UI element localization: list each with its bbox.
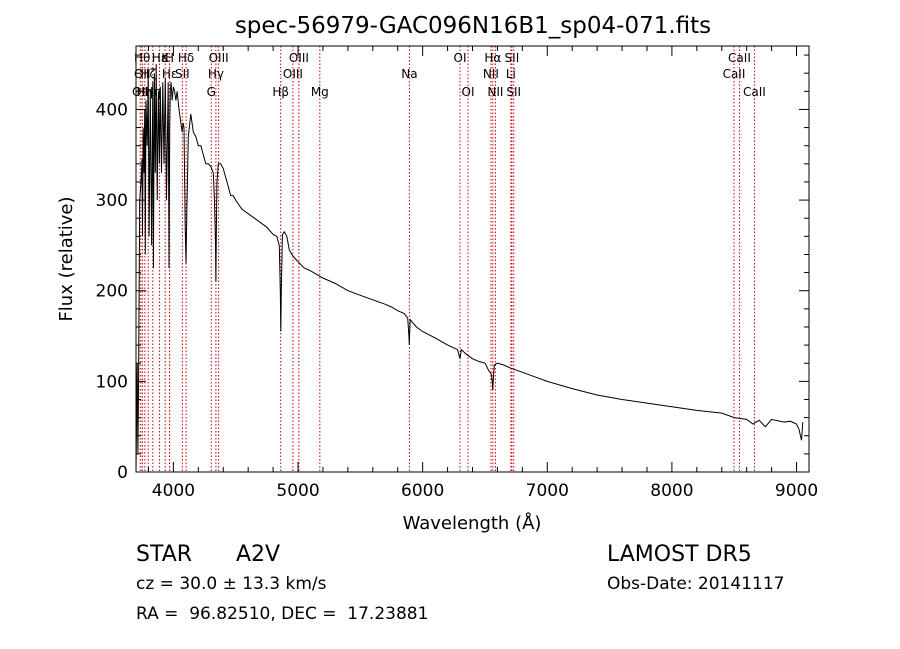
line-marker-label: Na — [401, 67, 417, 81]
line-marker-label: CaII — [728, 51, 751, 65]
line-marker-label: CaII — [723, 67, 746, 81]
line-marker-label: Hε — [162, 67, 178, 81]
line-marker-label: G — [207, 85, 216, 99]
line-marker-label: H — [165, 51, 174, 65]
observation-date: Obs-Date: 20141117 — [607, 574, 785, 594]
line-marker-label: OI — [454, 51, 467, 65]
y-tick-label: 400 — [96, 100, 128, 120]
line-marker-label: Hθ — [134, 51, 150, 65]
x-tick-label: 6000 — [401, 481, 444, 501]
x-tick-label: 5000 — [276, 481, 319, 501]
line-marker-label: Hδ — [178, 51, 194, 65]
object-subclass: A2V — [236, 542, 281, 567]
line-marker-label: SII — [175, 67, 190, 81]
line-marker-label: Hη — [137, 85, 154, 99]
line-marker-label: Hα — [484, 51, 501, 65]
x-axis: 4000 5000 6000 7000 8000 9000 — [147, 46, 818, 501]
survey-name: LAMOST DR5 — [607, 542, 752, 567]
y-tick-label: 200 — [96, 282, 128, 302]
x-tick-label: 7000 — [526, 481, 569, 501]
spectrum-line — [135, 64, 804, 473]
emission-line-markers — [139, 46, 755, 472]
line-marker-label: Hγ — [208, 67, 224, 81]
y-tick-label: 300 — [96, 191, 128, 211]
line-marker-label: OIII — [209, 51, 229, 65]
chart-title: spec-56979-GAC096N16B1_sp04-071.fits — [235, 13, 711, 39]
line-marker-label: K — [161, 51, 170, 65]
sky-coordinates: RA = 96.82510, DEC = 17.23881 — [136, 604, 429, 624]
line-marker-label: Hε — [152, 51, 168, 65]
x-tick-label: 4000 — [152, 481, 195, 501]
x-tick-label: 9000 — [775, 481, 818, 501]
y-axis: 0 100 200 300 400 — [96, 54, 809, 483]
x-axis-label: Wavelength (Å) — [403, 512, 542, 534]
plot-frame — [135, 45, 810, 473]
line-marker-label: OI — [462, 85, 475, 99]
line-marker-label: NII — [487, 85, 503, 99]
y-tick-label: 100 — [96, 372, 128, 392]
line-marker-label: OIII — [283, 67, 303, 81]
emission-line-labels: OIIHθOIIHηHζHηHεKHHεSIIHδGHγOIIIHβOIIIOI… — [132, 51, 766, 99]
y-tick-label: 0 — [117, 463, 128, 483]
line-marker-label: Hβ — [272, 85, 289, 99]
line-marker-label: SII — [506, 85, 521, 99]
line-marker-label: CaII — [743, 85, 766, 99]
line-marker-label: NII — [483, 67, 499, 81]
redshift-velocity: cz = 30.0 ± 13.3 km/s — [136, 574, 327, 594]
line-marker-label: OIII — [289, 51, 309, 65]
y-axis-label: Flux (relative) — [56, 196, 77, 321]
line-marker-label: OII — [134, 67, 151, 81]
line-marker-label: Mg — [311, 85, 329, 99]
line-marker-label: Li — [506, 67, 516, 81]
x-tick-label: 8000 — [650, 481, 693, 501]
object-class: STAR — [136, 542, 193, 567]
line-marker-label: SII — [505, 51, 520, 65]
